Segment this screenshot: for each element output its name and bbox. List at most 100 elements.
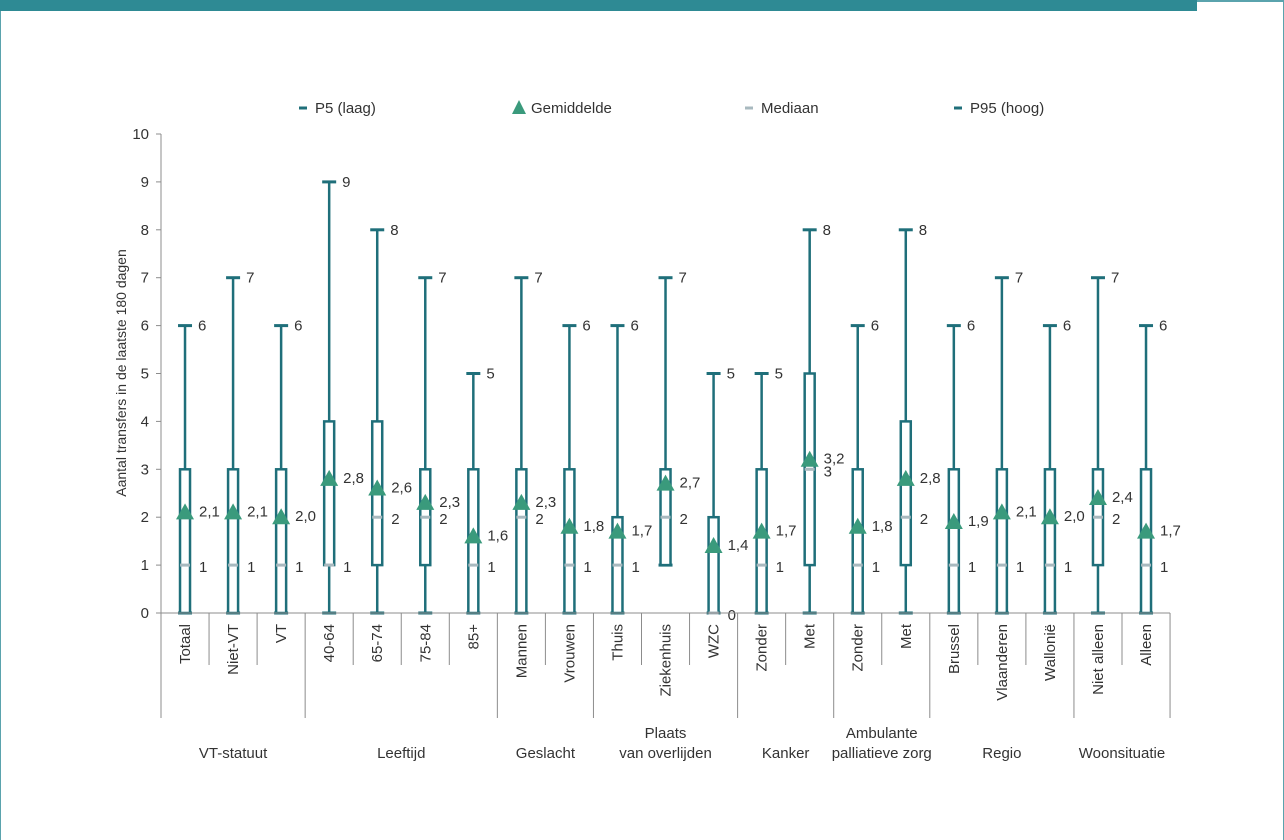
mean-marker (272, 508, 291, 525)
boxplot-3: 92,81 (320, 174, 364, 615)
y-tick-label: 5 (141, 366, 149, 383)
boxplot-9: 61,71 (608, 318, 652, 615)
median-label: 1 (1016, 559, 1024, 576)
mean-marker (320, 469, 339, 486)
category-label: Wallonië (1042, 624, 1059, 681)
median-label: 1 (968, 559, 976, 576)
boxplot-20: 61,71 (1137, 318, 1181, 615)
mean-label: 1,9 (968, 513, 989, 530)
y-tick-label: 6 (141, 318, 149, 335)
mean-marker (560, 517, 579, 534)
boxplot-6: 51,61 (464, 366, 508, 615)
median-label: 1 (776, 559, 784, 576)
category-label: 40-64 (321, 624, 338, 662)
p95-label: 8 (919, 222, 927, 239)
iqr-box (1043, 468, 1057, 615)
p95-label: 5 (775, 366, 783, 383)
iqr-box (995, 468, 1009, 615)
median-label: 1 (487, 559, 495, 576)
category-label: Met (898, 623, 915, 649)
category-label: Vrouwen (561, 624, 578, 683)
category-label: Niet-VT (225, 624, 242, 675)
p95-label: 6 (198, 318, 206, 335)
category-label: Brussel (946, 624, 963, 674)
iqr-box (707, 515, 720, 615)
boxplot-5: 72,32 (416, 270, 460, 615)
y-tick-label: 4 (141, 413, 149, 430)
mean-marker (176, 503, 195, 520)
category-label: Mannen (513, 624, 530, 678)
mean-marker (800, 450, 819, 467)
boxplot-0: 62,11 (176, 318, 220, 615)
y-axis-title: Aantal transfers in de laatste 180 dagen (113, 249, 129, 497)
iqr-box (322, 420, 336, 567)
category-label: 75-84 (417, 624, 434, 662)
median-label: 1 (631, 559, 639, 576)
mean-marker (1040, 508, 1059, 525)
mean-label: 1,7 (1160, 523, 1181, 540)
mean-label: 1,6 (487, 527, 508, 544)
median-label: 0 (728, 607, 736, 624)
p95-label: 7 (246, 270, 254, 287)
category-label: 85+ (465, 624, 482, 650)
mean-label: 1,7 (776, 523, 797, 540)
iqr-box (755, 468, 768, 615)
iqr-box (178, 468, 192, 615)
median-label: 1 (583, 559, 591, 576)
mean-marker (704, 536, 723, 553)
x-axis: Totaal Niet-VT VT 40-64 65-74 75-84 85+ Mannen V… (160, 612, 1171, 762)
p95-label: 5 (727, 366, 735, 383)
mean-label: 2,1 (247, 503, 268, 520)
frame-left-border (0, 11, 1, 840)
p95-label: 6 (967, 318, 975, 335)
median-label: 2 (535, 511, 543, 528)
boxplot-13: 83,23 (800, 222, 845, 615)
iqr-box (226, 468, 240, 615)
median-label: 1 (1064, 559, 1072, 576)
p95-label: 6 (294, 318, 302, 335)
iqr-box (851, 468, 864, 615)
mean-label: 2,4 (1112, 489, 1133, 506)
boxplot-15: 82,82 (896, 222, 941, 615)
mean-label: 2,7 (680, 475, 701, 492)
category-label: 65-74 (369, 624, 386, 662)
median-label: 2 (391, 511, 399, 528)
p95-label: 6 (630, 318, 638, 335)
mean-label: 3,2 (824, 451, 845, 468)
legend-label: P5 (laag) (315, 100, 376, 117)
legend-item: P95 (hoog) (954, 100, 1044, 117)
y-tick-label: 7 (141, 270, 149, 287)
iqr-box (1139, 468, 1153, 615)
mean-marker (1137, 522, 1156, 539)
p95-label: 8 (823, 222, 831, 239)
mean-label: 2,0 (1064, 508, 1085, 525)
p95-label: 6 (1063, 318, 1071, 335)
mean-marker (416, 493, 435, 510)
iqr-box (947, 468, 961, 615)
p95-label: 5 (486, 366, 494, 383)
group-label: Geslacht (516, 745, 576, 762)
p95-label: 6 (1159, 318, 1167, 335)
boxplot-14: 61,81 (848, 318, 893, 615)
category-label: WZC (706, 624, 723, 658)
median-label: 2 (439, 511, 447, 528)
group-label: Woonsituatie (1079, 745, 1165, 762)
plot-area: 62,1172,1162,0192,8182,6272,3251,6172,32… (176, 174, 1181, 624)
y-tick-label: 1 (141, 557, 149, 574)
median-label: 1 (199, 559, 207, 576)
mean-label: 2,3 (535, 494, 556, 511)
boxplot-11: 51,40 (704, 366, 748, 624)
mean-label: 1,8 (872, 518, 893, 535)
boxplot-18: 62,01 (1040, 318, 1085, 615)
boxplot-17: 72,11 (992, 270, 1037, 615)
median-label: 2 (1112, 511, 1120, 528)
mean-marker (944, 512, 963, 529)
mean-marker (992, 503, 1011, 520)
category-label: Alleen (1138, 624, 1155, 666)
mean-label: 2,0 (295, 508, 316, 525)
y-tick-label: 2 (141, 509, 149, 526)
mean-marker (752, 522, 771, 539)
y-tick-label: 8 (141, 222, 149, 239)
median-label: 1 (872, 559, 880, 576)
y-tick-label: 9 (141, 174, 149, 191)
